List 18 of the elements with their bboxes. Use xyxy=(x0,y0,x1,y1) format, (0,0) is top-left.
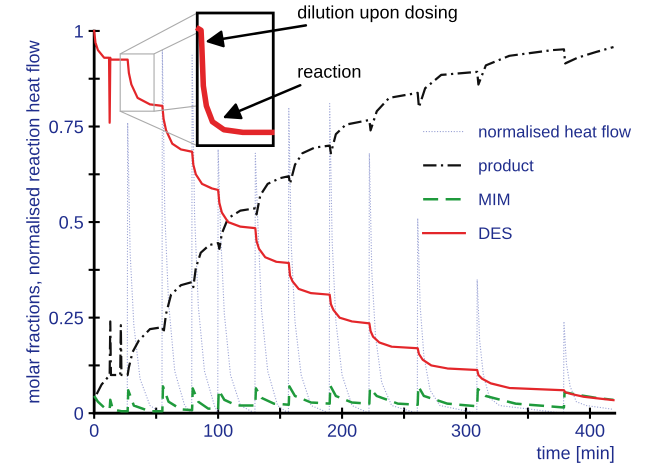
legend-label: normalised heat flow xyxy=(479,125,632,138)
x-tick-label: 400 xyxy=(575,424,604,437)
annotation: reaction xyxy=(298,64,360,78)
y-tick-label: 0.25 xyxy=(49,312,84,324)
y-axis-title: molar fractions, normalised reaction heat flow xyxy=(26,40,42,402)
x-axis-title: time [min] xyxy=(536,446,614,463)
legend-label: product xyxy=(479,159,534,175)
y-tick-label: 1 xyxy=(75,25,83,38)
legend-label: DES xyxy=(480,227,512,240)
y-tick-label: 0.5 xyxy=(59,216,84,229)
text: dilution upon dosing xyxy=(298,5,457,22)
x-tick-label: 300 xyxy=(452,424,480,437)
x-tick-label: 100 xyxy=(204,424,232,437)
legend-label: MIM xyxy=(480,194,510,206)
x-tick-label: 200 xyxy=(328,424,356,437)
x-tick-label: 0 xyxy=(90,424,98,437)
y-tick-label: 0.75 xyxy=(49,120,84,134)
y-tick-label: 0 xyxy=(74,407,84,420)
